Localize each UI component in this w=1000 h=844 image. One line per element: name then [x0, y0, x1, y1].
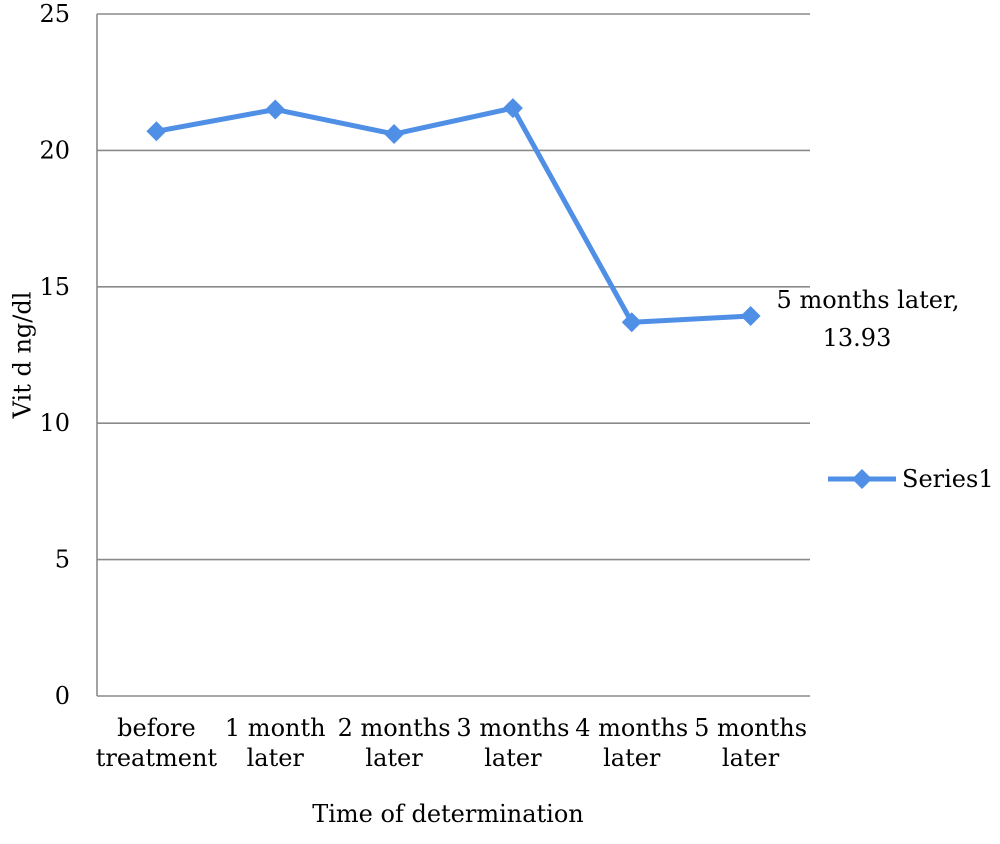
y-axis-title: Vit d ng/dl [9, 292, 37, 420]
x-axis-title: Time of determination [312, 800, 584, 828]
gridlines [96, 13, 810, 697]
x-category-2: 2 months later [338, 714, 451, 772]
series-line-0 [155, 105, 751, 325]
x-category-5-line-0: 5 months [694, 714, 807, 742]
annotations: 5 months later, 13.93 [777, 286, 960, 352]
data-point-0-5 [740, 305, 761, 326]
x-category-5: 5 months later [694, 714, 807, 772]
y-tick-10: 10 [39, 409, 70, 437]
x-category-5-line-1: later [722, 744, 780, 772]
data-point-0-1 [265, 99, 286, 120]
x-category-1-line-0: 1 month [225, 714, 326, 742]
data-point-0-3 [502, 98, 523, 119]
y-tick-20: 20 [39, 136, 70, 164]
x-category-4-line-0: 4 months [575, 714, 688, 742]
x-category-3-line-0: 3 months [456, 714, 569, 742]
x-category-0-line-1: treatment [96, 744, 218, 772]
data-label-0: 5 months later, 13.93 [777, 286, 960, 352]
data-point-0-4 [621, 312, 642, 333]
y-tick-25: 25 [39, 0, 70, 28]
x-category-2-line-0: 2 months [338, 714, 451, 742]
y-tick-5: 5 [55, 546, 70, 574]
series-layer [146, 98, 761, 333]
data-label-0-line-0: 5 months later, [777, 286, 960, 314]
x-category-3-line-1: later [484, 744, 542, 772]
x-category-1: 1 month later [225, 714, 326, 772]
x-category-4: 4 months later [575, 714, 688, 772]
y-tick-15: 15 [39, 273, 70, 301]
x-category-0: before treatment [96, 714, 218, 772]
legend-marker-series1 [852, 469, 872, 489]
y-tick-0: 0 [55, 682, 70, 710]
y-tick-labels: 0 5 10 15 20 25 [39, 0, 70, 710]
data-point-0-2 [384, 124, 405, 145]
x-category-2-line-1: later [365, 744, 423, 772]
data-label-0-line-1: 13.93 [823, 324, 892, 352]
x-category-1-line-1: later [247, 744, 305, 772]
x-category-0-line-0: before [117, 714, 196, 742]
x-category-4-line-1: later [603, 744, 661, 772]
data-point-0-0 [146, 121, 167, 142]
legend: Series1 [828, 465, 994, 493]
x-category-3: 3 months later [456, 714, 569, 772]
legend-label-series1: Series1 [902, 465, 994, 493]
